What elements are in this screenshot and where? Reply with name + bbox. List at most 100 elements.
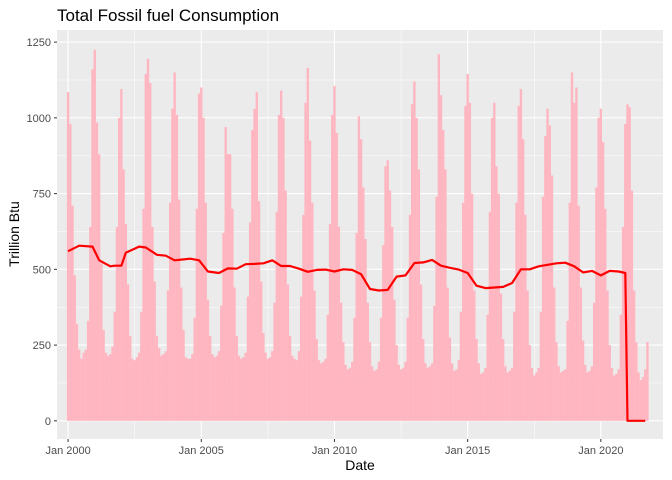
bar: [122, 169, 125, 421]
bar: [82, 352, 85, 421]
bar: [240, 358, 243, 421]
bar: [530, 367, 534, 421]
bar: [251, 129, 254, 421]
bar: [417, 169, 421, 421]
bar: [573, 102, 576, 421]
bar: [388, 190, 392, 421]
bar: [268, 357, 272, 421]
bar: [442, 129, 445, 421]
bar: [484, 367, 487, 421]
bar: [606, 290, 609, 421]
bar: [373, 370, 376, 421]
bar: [570, 72, 574, 421]
bar: [577, 205, 580, 421]
monthly-bars: [66, 49, 649, 421]
bar: [284, 190, 287, 421]
bar: [455, 369, 458, 421]
bar: [213, 357, 216, 421]
bar: [275, 211, 278, 421]
bar: [488, 211, 492, 421]
bar: [521, 139, 525, 421]
bar: [617, 369, 620, 421]
bar: [129, 335, 132, 421]
y-tick-label: 250: [33, 340, 51, 352]
bar: [433, 305, 436, 421]
bar: [355, 232, 358, 421]
bar: [510, 367, 514, 421]
y-tick-label: 0: [45, 416, 51, 428]
bar: [282, 117, 285, 421]
x-tick-label: Jan 2005: [179, 445, 224, 457]
x-tick-label: Jan 2000: [45, 445, 90, 457]
bar: [513, 311, 516, 421]
bar: [91, 69, 94, 421]
bar: [208, 335, 212, 421]
bar: [102, 329, 105, 421]
bar: [402, 367, 405, 421]
bar: [333, 86, 336, 421]
bar: [235, 335, 238, 421]
bar: [71, 205, 74, 421]
bar: [524, 214, 527, 421]
bar: [66, 92, 70, 421]
bar: [106, 355, 110, 421]
bar: [169, 202, 172, 421]
bar: [233, 287, 236, 421]
bar: [104, 352, 108, 421]
bar: [326, 314, 329, 421]
bar: [346, 369, 349, 421]
bar: [435, 196, 438, 421]
chart-title: Total Fossil fuel Consumption: [57, 6, 279, 25]
bar: [597, 117, 600, 421]
x-tick-label: Jan 2015: [445, 445, 490, 457]
bar: [430, 363, 434, 421]
bar: [566, 320, 569, 421]
bar: [286, 284, 290, 421]
bar: [189, 358, 192, 421]
bar: [395, 345, 398, 421]
bar: [557, 366, 560, 421]
bar: [328, 223, 332, 421]
bar: [315, 339, 318, 421]
bar: [126, 284, 130, 421]
bar: [544, 136, 547, 421]
y-axis-title: Trillion Btu: [6, 201, 22, 267]
bar: [260, 281, 263, 421]
bar: [506, 372, 509, 421]
bar: [362, 187, 365, 421]
bar: [257, 201, 261, 421]
bar: [635, 342, 638, 421]
bar: [162, 354, 165, 421]
bar: [486, 314, 489, 421]
bar: [535, 372, 538, 421]
bar: [149, 83, 152, 421]
bar: [422, 339, 425, 421]
bar: [630, 190, 634, 421]
bar: [193, 317, 196, 421]
x-tick-label: Jan 2010: [312, 445, 357, 457]
bar: [393, 299, 396, 421]
bar: [408, 214, 412, 421]
bar: [86, 320, 90, 421]
bar: [508, 370, 512, 421]
bar: [171, 108, 174, 421]
bar: [337, 226, 341, 421]
bar: [475, 339, 478, 421]
bar: [280, 90, 283, 421]
bar: [322, 361, 325, 421]
bar: [166, 290, 170, 421]
bar: [621, 226, 625, 421]
bar: [217, 351, 221, 421]
bar: [75, 323, 79, 421]
bar: [391, 226, 394, 421]
bar: [564, 369, 567, 421]
bar: [384, 166, 387, 421]
bar: [248, 222, 252, 421]
bar: [295, 360, 298, 421]
bar: [111, 346, 114, 421]
bar: [626, 104, 629, 421]
bar: [517, 105, 520, 421]
bar: [291, 355, 294, 421]
bar: [78, 349, 81, 421]
bar: [184, 357, 187, 421]
